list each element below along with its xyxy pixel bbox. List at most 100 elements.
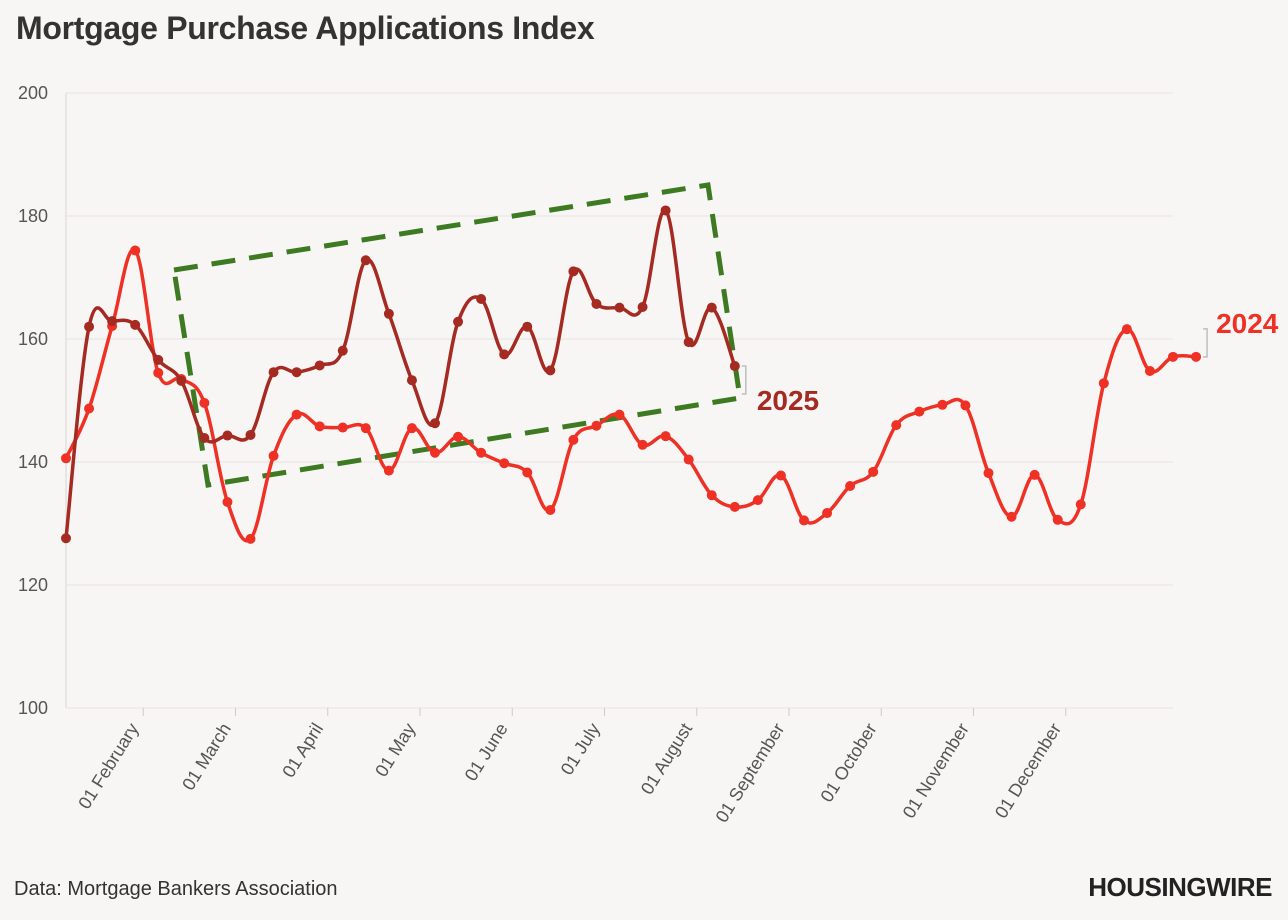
series-labels: 2025 2024 — [741, 308, 1279, 416]
data-point-2025 — [660, 205, 671, 216]
x-tick-label: 01 March — [178, 720, 235, 794]
data-point-2025 — [176, 375, 187, 386]
y-tick-label: 180 — [18, 206, 48, 226]
data-point-2025 — [522, 321, 533, 332]
data-point-2024 — [868, 466, 879, 477]
y-tick-label: 100 — [18, 698, 48, 718]
data-point-2025 — [568, 266, 579, 277]
series-lines — [61, 205, 1202, 544]
series-line-2025 — [64, 208, 737, 539]
data-point-2025 — [614, 302, 625, 313]
data-point-2024 — [1191, 351, 1202, 362]
data-point-2024 — [61, 453, 71, 464]
data-point-2024 — [453, 431, 464, 442]
data-point-2025 — [291, 367, 302, 378]
data-point-2024 — [360, 423, 371, 434]
series-label-2025: 2025 — [757, 385, 819, 416]
data-point-2025 — [476, 294, 487, 305]
y-tick-label: 160 — [18, 329, 48, 349]
label-connector-2025 — [741, 365, 747, 395]
data-point-2024 — [591, 420, 602, 431]
gridlines — [66, 92, 1173, 709]
x-tick-label: 01 April — [278, 720, 327, 782]
data-point-2024 — [245, 533, 256, 544]
data-point-2024 — [683, 454, 694, 465]
data-point-2024 — [752, 495, 763, 506]
axes: 100 120 140 160 180 200 01 February 01 March 01 … — [18, 83, 1067, 826]
data-point-2025 — [153, 354, 164, 365]
data-point-2024 — [291, 409, 302, 420]
data-point-2024 — [660, 431, 671, 442]
data-point-2025 — [406, 375, 417, 386]
x-tick-label: 01 February — [74, 720, 142, 813]
data-point-2024 — [845, 480, 856, 491]
data-point-2024 — [822, 508, 833, 519]
data-point-2024 — [706, 490, 717, 501]
data-point-2024 — [84, 403, 95, 414]
data-point-2024 — [1144, 365, 1155, 376]
data-point-2024 — [891, 420, 902, 431]
data-point-2025 — [84, 321, 95, 332]
data-point-2024 — [614, 409, 625, 420]
x-tick-label: 01 May — [371, 720, 419, 781]
data-point-2024 — [799, 515, 809, 526]
data-point-2024 — [522, 467, 533, 478]
data-point-2025 — [729, 361, 740, 372]
data-point-2025 — [430, 418, 440, 429]
chart-title: Mortgage Purchase Applications Index — [16, 10, 595, 46]
data-point-2025 — [222, 430, 233, 441]
data-point-2024 — [199, 397, 210, 408]
data-point-2024 — [914, 406, 925, 417]
data-point-2024 — [130, 245, 141, 256]
data-point-2025 — [61, 533, 71, 544]
data-point-2024 — [983, 468, 994, 479]
housingwire-logo: HOUSINGWIRE — [1088, 872, 1272, 902]
data-point-2025 — [683, 337, 694, 348]
x-tick-label: 01 November — [899, 720, 973, 822]
series-2025 — [61, 205, 740, 544]
label-connector-2024 — [1203, 328, 1208, 358]
data-point-2024 — [545, 504, 556, 515]
x-tick-label: 01 September — [712, 720, 789, 826]
data-point-2025 — [383, 308, 394, 319]
data-point-2025 — [499, 349, 510, 360]
x-tick-label: 01 October — [816, 720, 880, 806]
data-point-2024 — [960, 400, 971, 411]
data-point-2024 — [568, 434, 579, 445]
data-point-2025 — [130, 319, 141, 330]
data-point-2024 — [499, 458, 510, 469]
data-point-2024 — [937, 399, 948, 410]
data-point-2025 — [360, 255, 371, 266]
data-point-2025 — [199, 433, 210, 444]
series-line-2024 — [64, 247, 1197, 543]
data-point-2024 — [775, 470, 786, 481]
series-2024 — [61, 245, 1202, 544]
data-point-2025 — [453, 316, 464, 327]
y-tick-label: 200 — [18, 83, 48, 103]
data-point-2024 — [729, 501, 740, 512]
source-note: Data: Mortgage Bankers Association — [14, 878, 338, 900]
data-point-2024 — [1029, 469, 1040, 480]
data-point-2024 — [1052, 514, 1063, 525]
data-point-2025 — [591, 298, 602, 309]
y-tick-label: 140 — [18, 452, 48, 472]
highlight-dashed-box — [171, 182, 743, 488]
series-label-2024: 2024 — [1216, 308, 1279, 339]
data-point-2024 — [476, 447, 487, 458]
data-point-2025 — [637, 302, 648, 313]
data-point-2025 — [337, 345, 348, 356]
y-tick-label: 120 — [18, 575, 48, 595]
data-point-2024 — [637, 439, 648, 450]
x-tick-label: 01 June — [461, 720, 512, 785]
x-tick-label: 01 December — [991, 720, 1065, 822]
highlight-box — [171, 182, 743, 488]
data-point-2024 — [222, 496, 233, 507]
data-point-2024 — [153, 367, 164, 378]
data-point-2024 — [1168, 351, 1178, 362]
data-point-2024 — [1075, 499, 1086, 510]
data-point-2024 — [1098, 378, 1109, 389]
x-tick-label: 01 August — [637, 720, 696, 799]
data-point-2024 — [406, 423, 417, 434]
data-point-2025 — [706, 302, 717, 313]
